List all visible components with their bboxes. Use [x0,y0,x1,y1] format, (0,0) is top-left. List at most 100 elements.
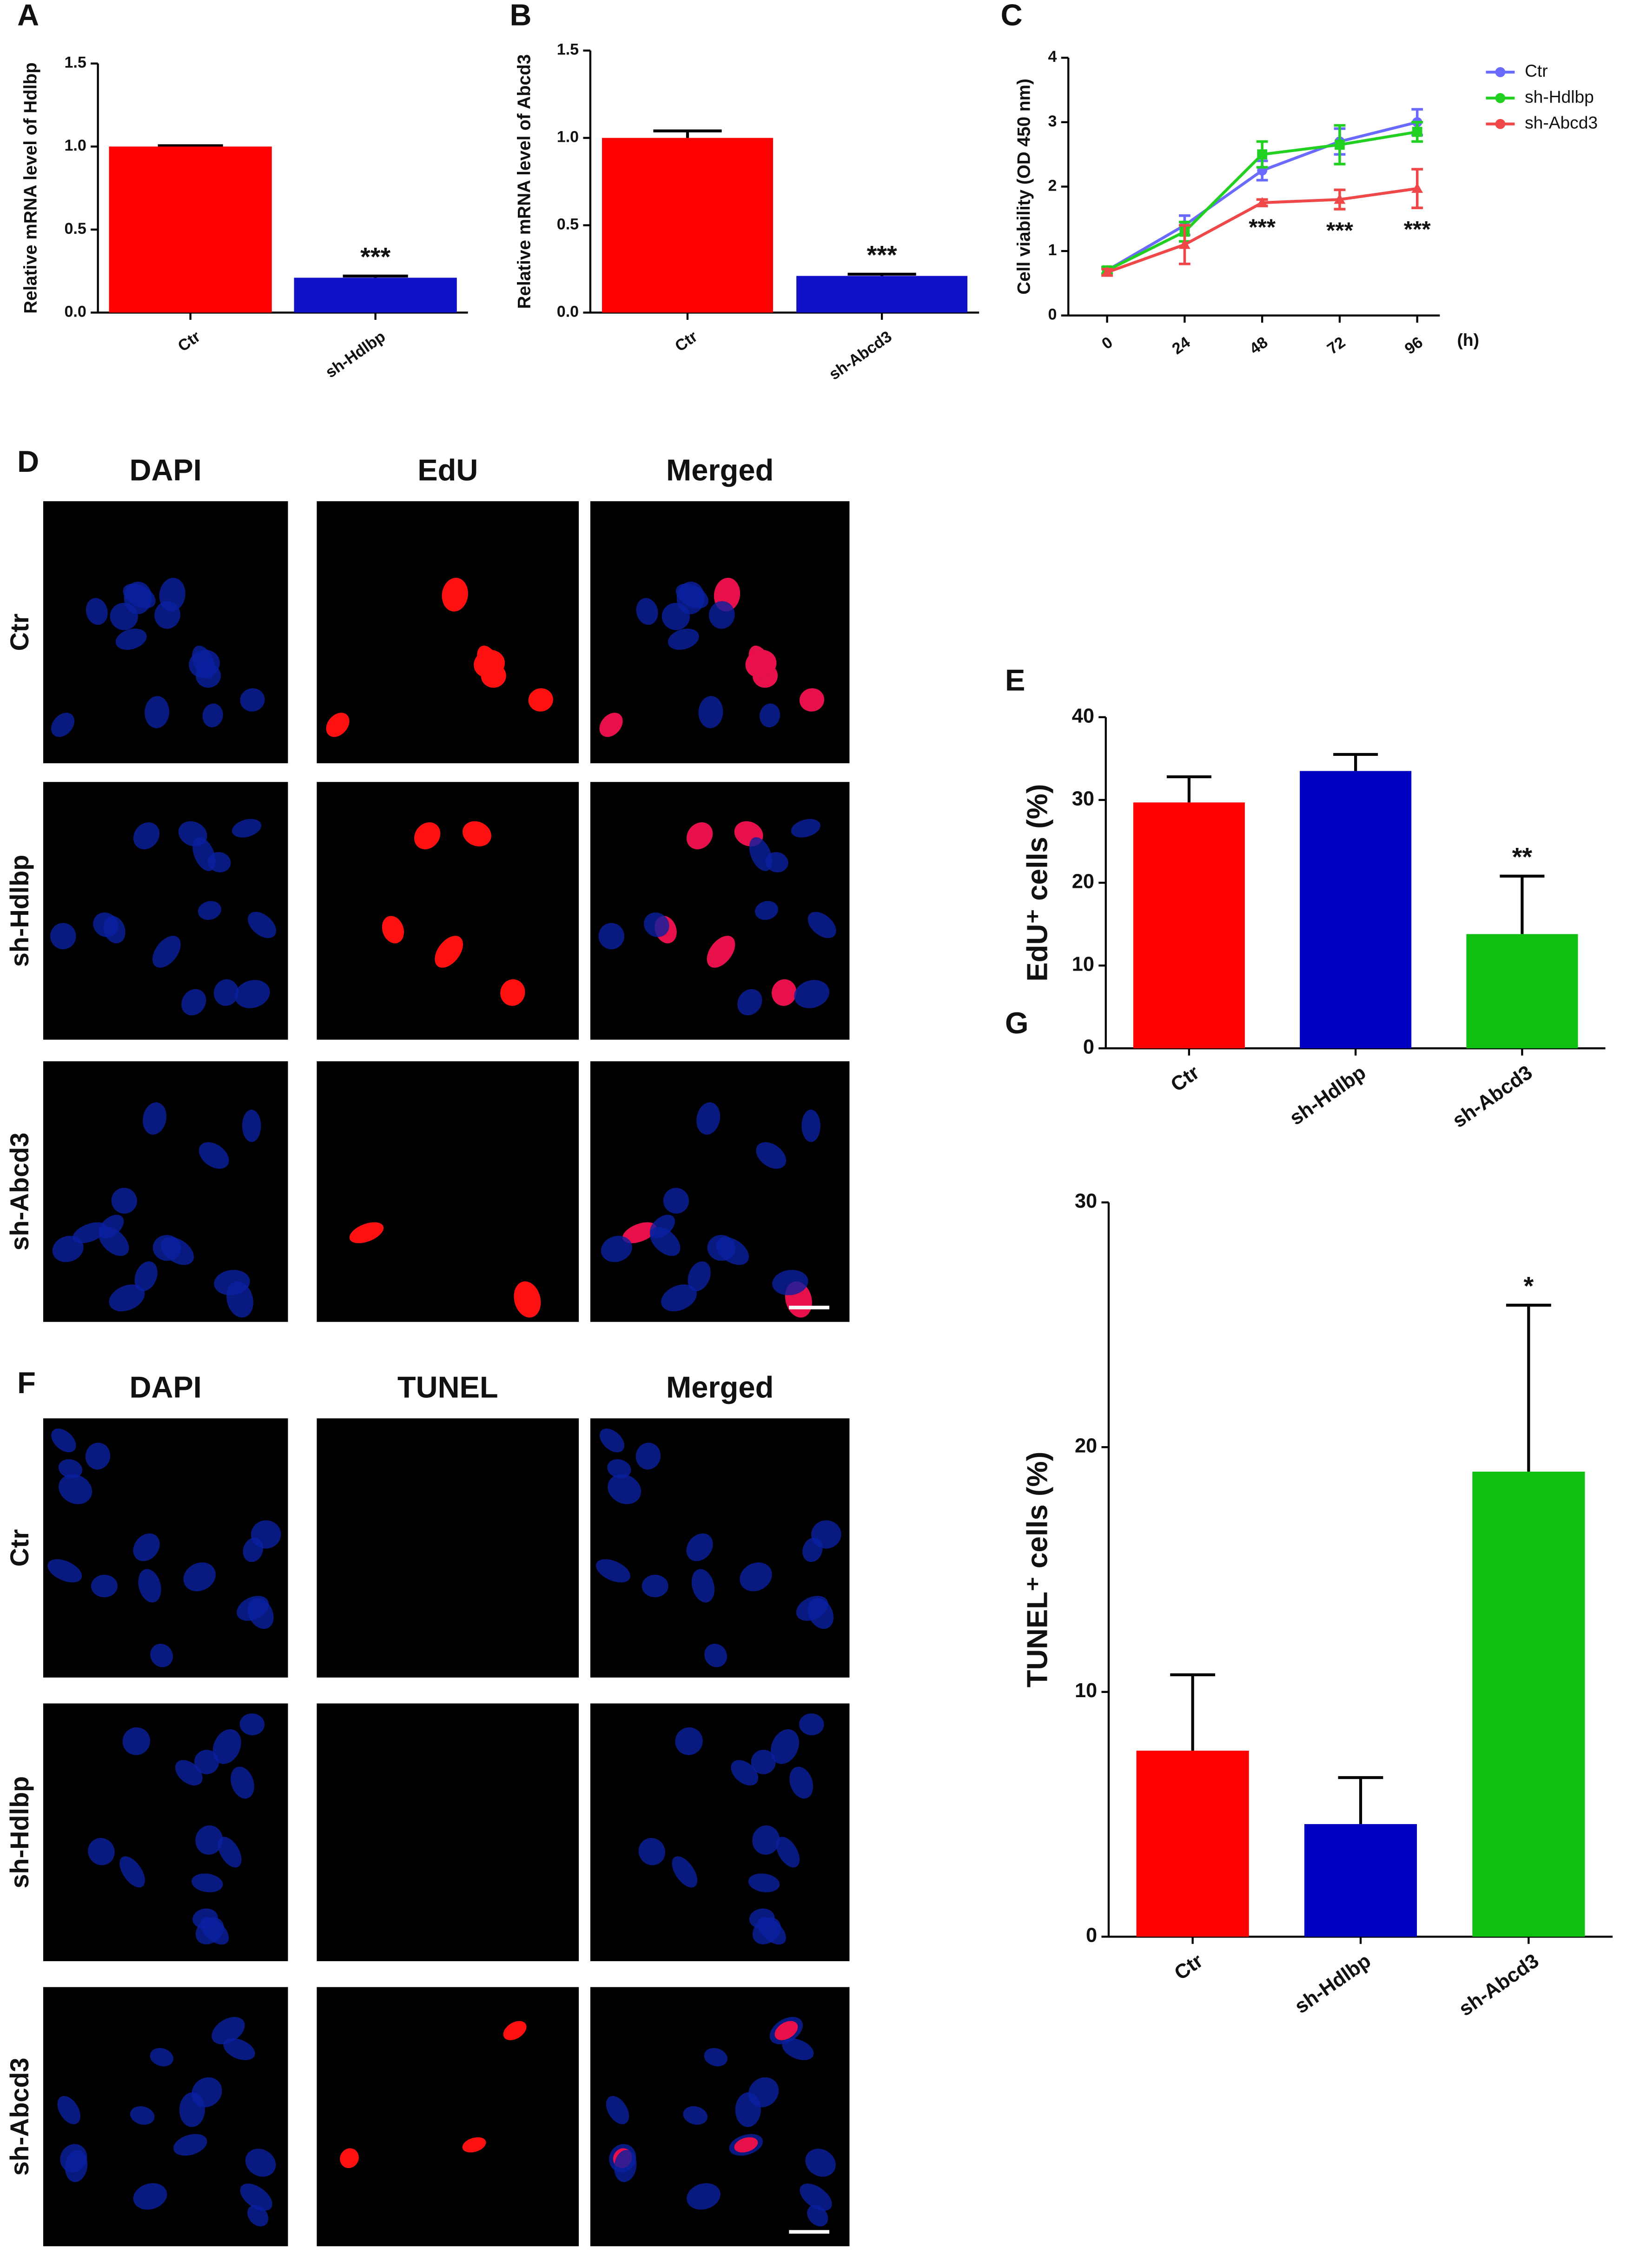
nucleus [801,1110,820,1142]
image-frame [590,1703,850,1961]
nucleus [198,1142,229,1169]
stained-nucleus [599,713,623,737]
y-axis-label: Cell viability (OD 450 nm) [1014,79,1034,295]
bar [796,276,968,313]
nucleus [183,1562,216,1592]
nucleus [638,1838,666,1865]
stained-nucleus [382,916,404,944]
bar [1472,1471,1585,1937]
nucleus [608,1474,642,1504]
nucleus [691,1569,715,1603]
nucleus [133,1533,160,1561]
row-label: Ctr [5,614,34,651]
micrograph [43,1061,288,1322]
stained-nucleus [528,688,553,712]
marker [1257,149,1268,159]
significance: *** [1326,218,1354,244]
nucleus [124,582,152,615]
nucleus [770,1729,799,1764]
stained-nucleus [734,2137,758,2153]
stained-nucleus [414,822,441,850]
y-tick-label: 0 [1048,306,1057,324]
y-tick-label: 0 [1083,1036,1094,1058]
nucleus [740,1562,772,1592]
image-frame [317,782,579,1040]
nucleus [189,649,220,678]
nucleus [192,837,216,871]
nucleus [672,1856,698,1888]
micrograph [43,782,288,1040]
nucleus [752,1917,781,1944]
significance: *** [360,242,390,271]
nucleus [247,1598,274,1629]
nucleus [138,1569,161,1603]
y-tick-label: 1.0 [557,128,579,146]
y-tick-label: 2 [1048,177,1057,194]
nucleus [150,2048,173,2067]
micrograph [317,1418,579,1678]
nucleus [759,703,780,727]
nucleus [636,598,658,625]
nucleus [698,696,723,728]
image-frame [590,1987,850,2247]
y-tick-label: 30 [1072,787,1094,810]
nucleus [708,601,735,629]
nucleus [218,1837,242,1868]
nucleus [599,1428,625,1453]
panel-label: E [1005,663,1025,697]
stained-nucleus [622,1222,657,1243]
nucleus [119,1856,145,1888]
stained-nucleus [707,936,735,968]
nucleus [91,1574,118,1598]
y-tick-label: 40 [1072,705,1094,727]
nucleus [696,1102,721,1135]
nucleus [88,1838,115,1865]
marker [1411,183,1423,193]
micrograph [43,1418,288,1678]
panel-label: A [17,0,39,32]
marker [1101,266,1113,277]
micrograph [317,1703,579,1961]
nucleus [635,1442,661,1470]
row-label: Ctr [5,1529,34,1567]
nucleus [192,2077,222,2108]
nucleus [772,1270,808,1296]
nucleus [239,1713,265,1735]
y-tick-label: 0.5 [557,216,579,233]
y-tick-label: 0 [1086,1924,1097,1947]
nucleus [240,2183,272,2211]
significance: *** [1249,214,1276,240]
nucleus [194,1750,219,1774]
nucleus [57,2096,80,2124]
nucleus [51,1428,76,1453]
stained-nucleus [326,713,350,737]
nucleus [683,2106,708,2125]
nucleus [748,1873,780,1892]
stained-nucleus [463,821,491,846]
column-header: DAPI [130,1370,202,1404]
legend-label: Ctr [1525,61,1548,80]
micrograph [317,782,579,1040]
nucleus [195,1825,223,1855]
nucleus [232,819,262,838]
marker [1335,139,1345,150]
nucleus [212,1729,241,1764]
stained-nucleus [686,822,713,850]
nucleus [181,989,206,1016]
nucleus [152,1235,181,1261]
micrograph [317,1061,579,1322]
image-frame [317,1703,579,1961]
bar [1304,1824,1417,1937]
column-header: EdU [417,453,478,487]
nucleus [145,696,170,728]
micrograph [590,1703,850,1961]
nucleus [202,703,223,727]
nucleus [661,1284,697,1311]
micrograph [43,1987,288,2247]
image-frame [43,1987,288,2247]
nucleus [212,2017,245,2044]
nucleus [240,688,265,712]
panel-label: F [17,1366,36,1400]
nucleus [111,1188,137,1214]
